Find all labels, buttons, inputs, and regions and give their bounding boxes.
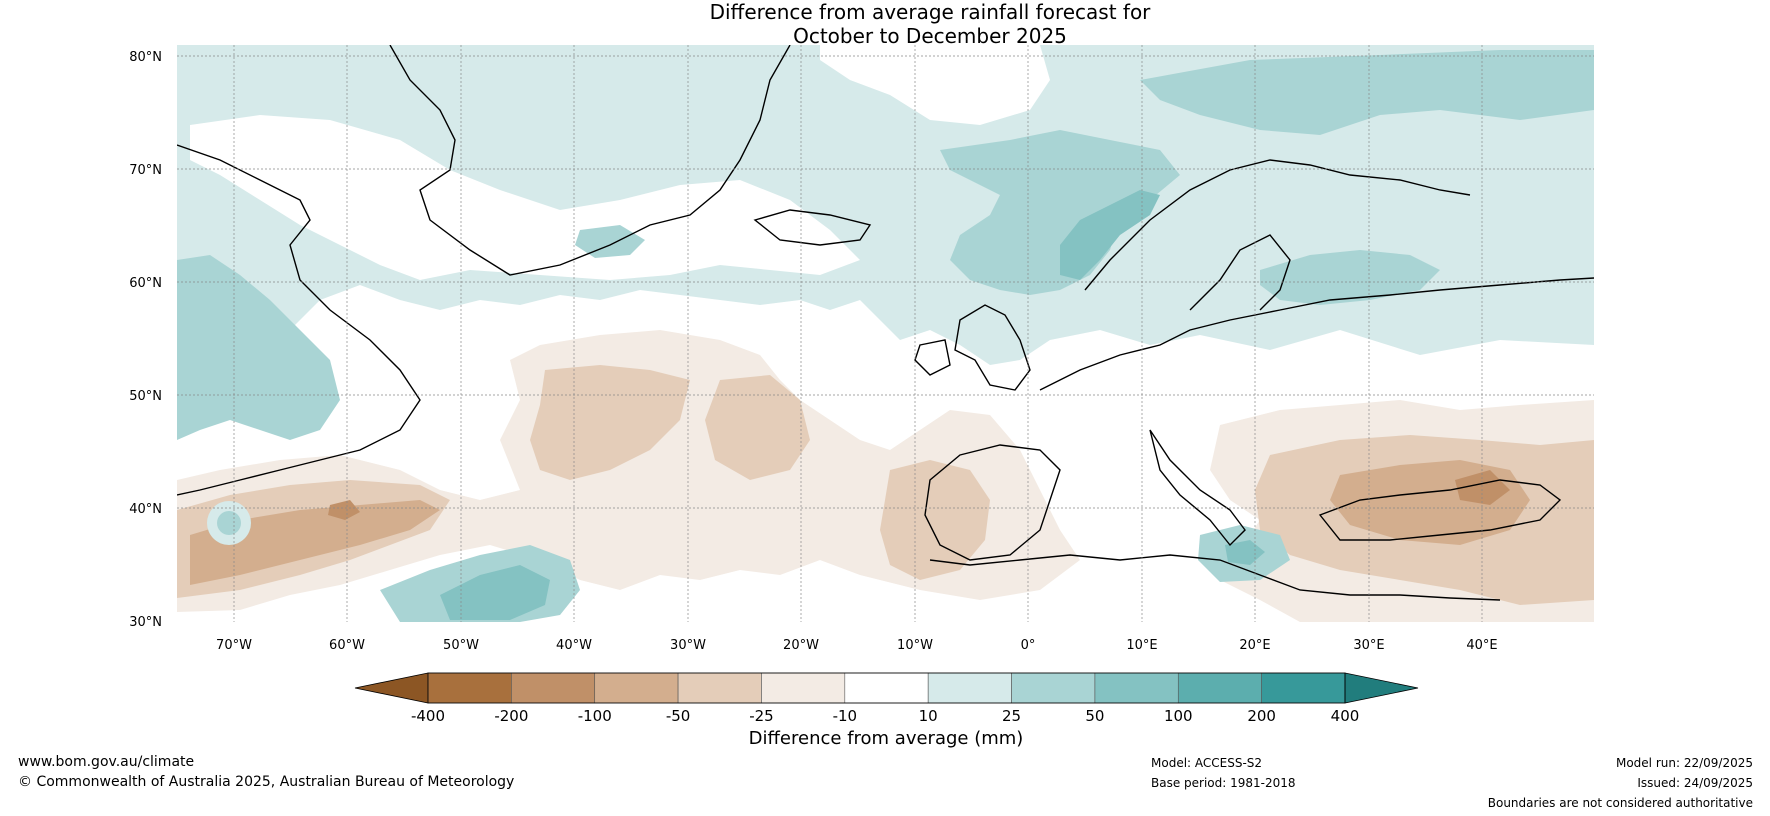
coastline-baffin-canada xyxy=(177,144,421,496)
dry-gap-arctic xyxy=(820,45,1050,125)
coastline-turkey xyxy=(1318,479,1562,541)
footer-copyright: © Commonwealth of Australia 2025, Austra… xyxy=(18,774,515,790)
colorbar-swatch xyxy=(844,672,929,704)
wet-spot-newfoundland-core xyxy=(217,511,241,535)
colorbar-tick-label: -10 xyxy=(833,707,858,725)
colorbar-tick-label: 400 xyxy=(1331,707,1360,725)
lon-label: 10°E xyxy=(1126,638,1157,653)
wet-medium-labrador xyxy=(177,255,340,440)
footer-base-period: Base period: 1981-2018 xyxy=(1151,776,1296,790)
colorbar-swatch xyxy=(1094,672,1179,704)
wet-high-subtropical-atlantic xyxy=(440,565,550,620)
colorbar-swatch xyxy=(594,672,679,704)
wet-high-norway xyxy=(1060,190,1160,280)
lon-label: 0° xyxy=(1021,638,1036,653)
wet-medium-iceland xyxy=(575,225,645,258)
dry-moderate-mid-atlantic xyxy=(530,365,690,480)
lon-label: 10°W xyxy=(897,638,933,653)
title-line-1: Difference from average rainfall forecas… xyxy=(709,0,1151,24)
colorbar-tick-label: 25 xyxy=(1002,707,1021,725)
lat-label: 40°N xyxy=(129,502,162,517)
footer-boundaries: Boundaries are not considered authoritat… xyxy=(1487,796,1753,810)
coastline-greenland xyxy=(389,45,791,276)
coastline-british-isles xyxy=(914,304,1031,391)
dry-strong-spot-atlantic xyxy=(328,500,360,520)
lat-label: 50°N xyxy=(129,389,162,404)
coastline-north-africa xyxy=(929,554,1501,601)
colorbar-tick-label: 50 xyxy=(1085,707,1104,725)
colorbar-swatch xyxy=(677,672,762,704)
longitude-labels: 70°W 60°W 50°W 40°W 30°W 20°W 10°W 0° 10… xyxy=(216,638,1498,653)
colorbar-tick-label: -400 xyxy=(411,707,445,725)
lat-label: 80°N xyxy=(129,50,162,65)
dry-strong-atlantic-west xyxy=(190,500,440,585)
dry-gap-greenland xyxy=(190,115,860,280)
lon-label: 60°W xyxy=(329,638,365,653)
lon-label: 50°W xyxy=(443,638,479,653)
wet-medium-norway xyxy=(940,130,1180,295)
title-line-2: October to December 2025 xyxy=(793,24,1067,48)
lon-label: 30°W xyxy=(670,638,706,653)
footer-model: Model: ACCESS-S2 xyxy=(1151,756,1263,770)
colorbar-label: Difference from average (mm) xyxy=(748,728,1024,749)
colorbar-tick-labels: -400 -200 -100 -50 -25 -10 10 25 50 100 200 400 xyxy=(411,707,1359,725)
lat-label: 60°N xyxy=(129,276,162,291)
wet-medium-baltic xyxy=(1260,250,1440,305)
lon-label: 40°W xyxy=(556,638,592,653)
colorbar-bins xyxy=(427,672,1346,704)
dry-strong-spot-turkey xyxy=(1455,470,1510,505)
colorbar-tick-label: 200 xyxy=(1247,707,1276,725)
map-panel xyxy=(177,45,1594,622)
lon-label: 20°E xyxy=(1239,638,1270,653)
colorbar-swatch xyxy=(1177,672,1262,704)
lat-label: 30°N xyxy=(129,615,162,630)
coastline-iberia xyxy=(924,444,1061,561)
wet-medium-barents xyxy=(1140,50,1594,135)
lon-label: 40°E xyxy=(1466,638,1497,653)
colorbar-tick-label: -25 xyxy=(749,707,774,725)
colorbar-swatch xyxy=(427,672,512,704)
colorbar-swatch xyxy=(511,672,596,704)
colorbar: -400 -200 -100 -50 -25 -10 10 25 50 100 200 400 xyxy=(354,672,1419,725)
graticule xyxy=(177,45,1594,622)
colorbar-swatch xyxy=(1011,672,1096,704)
lon-label: 30°E xyxy=(1353,638,1384,653)
dry-moderate-azores xyxy=(705,375,810,480)
dry-region-atlantic xyxy=(177,330,1080,612)
colorbar-swatch xyxy=(761,672,846,704)
latitude-labels: 80°N 70°N 60°N 50°N 40°N 30°N xyxy=(129,50,162,630)
colorbar-tick-label: -50 xyxy=(666,707,691,725)
colorbar-under-arrow xyxy=(354,672,429,704)
coastline-scandinavia xyxy=(1084,159,1471,311)
colorbar-tick-label: -100 xyxy=(578,707,612,725)
colorbar-tick-label: -200 xyxy=(494,707,528,725)
colorbar-tick-label: 100 xyxy=(1164,707,1193,725)
colorbar-tick-label: 10 xyxy=(919,707,938,725)
lat-label: 70°N xyxy=(129,163,162,178)
footer-model-run: Model run: 22/09/2025 xyxy=(1615,756,1753,770)
coastline-italy xyxy=(1149,429,1246,547)
lon-label: 20°W xyxy=(783,638,819,653)
dry-moderate-iberia xyxy=(880,460,990,580)
footer-issued: Issued: 24/09/2025 xyxy=(1637,776,1753,790)
colorbar-swatch xyxy=(927,672,1012,704)
lon-label: 70°W xyxy=(216,638,252,653)
wet-region-north xyxy=(177,45,1594,400)
coastline-iceland xyxy=(753,209,872,246)
map-title: Difference from average rainfall forecas… xyxy=(0,0,1770,48)
footer-url[interactable]: www.bom.gov.au/climate xyxy=(18,754,195,770)
colorbar-over-arrow xyxy=(1344,672,1419,704)
coastline-europe-mainland xyxy=(1039,277,1594,391)
colorbar-swatch xyxy=(1261,672,1346,704)
coastlines xyxy=(177,45,1594,601)
